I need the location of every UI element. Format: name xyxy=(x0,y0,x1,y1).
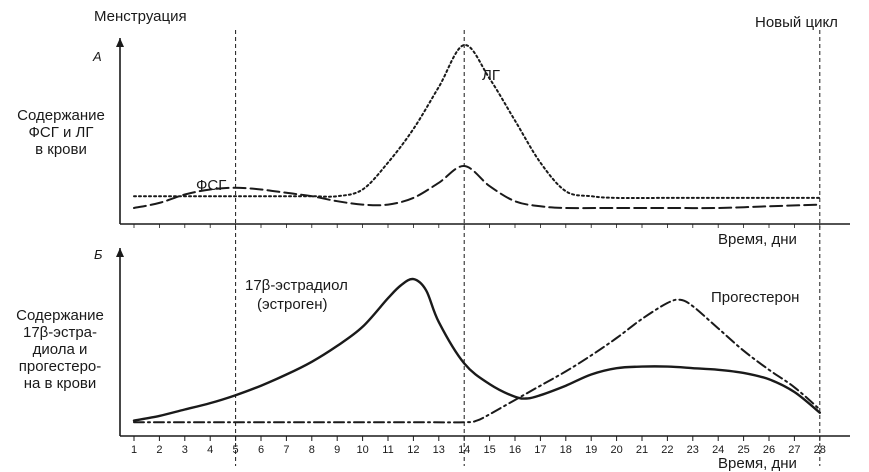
panel-a-series-0-line xyxy=(133,44,821,200)
panel-b-x-tick-label: 10 xyxy=(356,444,368,456)
panel-b-xlabel: Время, дни xyxy=(718,455,797,472)
series-label-fsh: ФСГ xyxy=(196,177,227,194)
panel-b-x-tick-label: 12 xyxy=(407,444,419,456)
panel-b-x-tick-label: 9 xyxy=(334,444,340,456)
panel-b-letter: Б xyxy=(94,247,103,262)
panel-b-x-tick-label: 16 xyxy=(509,444,521,456)
series-label-lh: ЛГ xyxy=(482,67,500,84)
panel-b-ylabel-line-2: 17β-эстра- xyxy=(22,324,97,341)
panel-b-x-tick-label: 23 xyxy=(687,444,699,456)
panel-b-x-tick-label: 7 xyxy=(283,444,289,456)
series-label-estradiol-1: 17β-эстрадиол xyxy=(245,277,348,294)
panel-b-x-tick-label: 2 xyxy=(156,444,162,456)
panel-b-x-tick-label: 24 xyxy=(712,444,724,456)
panel-b-ylabel-line-5: на в крови xyxy=(23,375,97,392)
panel-b-series-0-line xyxy=(132,277,821,422)
panel-a-series-1-line xyxy=(133,165,821,210)
panel-b-series-1-line xyxy=(133,298,821,424)
panel-b-x-tick-label: 8 xyxy=(309,444,315,456)
series-label-progesterone: Прогестерон xyxy=(711,289,800,306)
panel-b-ylabel-line-3: диола и xyxy=(32,341,88,358)
panel-b-x-tick-label: 19 xyxy=(585,444,597,456)
panel-b-y-arrow xyxy=(116,248,124,257)
panel-b-x-tick-label: 1 xyxy=(131,444,137,456)
panel-a-xlabel: Время, дни xyxy=(718,231,797,248)
panel-b-x-tick-label: 27 xyxy=(788,444,800,456)
panel-b-ylabel-line-4: прогестеро- xyxy=(18,358,102,375)
panel-b-x-tick-label: 6 xyxy=(258,444,264,456)
panel-b-x-tick-label: 13 xyxy=(433,444,445,456)
panel-b-x-tick-label: 25 xyxy=(737,444,749,456)
series-label-estradiol-2: (эстроген) xyxy=(257,296,328,313)
panel-b-x-tick-label: 17 xyxy=(534,444,546,456)
panel-a-y-arrow xyxy=(116,38,124,47)
panel-b-x-tick-label: 18 xyxy=(560,444,572,456)
panel-a-ylabel: Содержание ФСГ и ЛГ в крови xyxy=(6,107,116,158)
panel-b-x-tick-label: 21 xyxy=(636,444,648,456)
phase-markers xyxy=(235,30,821,466)
panel-a-ylabel-line-3: в крови xyxy=(35,141,87,158)
panel-b-x-tick-label: 3 xyxy=(182,444,188,456)
panel-a-ylabel-line-2: ФСГ и ЛГ xyxy=(28,124,94,141)
panel-b-x-tick-label: 4 xyxy=(207,444,213,456)
panel-b-ylabel: Содержание 17β-эстра- диола и прогестеро… xyxy=(2,307,118,392)
panel-a-ylabel-line-1: Содержание xyxy=(17,107,105,124)
panel-b-plot: 1234567891011121314151617181920212223242… xyxy=(116,248,850,456)
panel-b-x-tick-label: 15 xyxy=(483,444,495,456)
panel-a-plot xyxy=(116,38,850,228)
panel-b-x-tick-label: 20 xyxy=(610,444,622,456)
panel-a-letter: А xyxy=(93,49,102,64)
panel-b-x-tick-label: 22 xyxy=(661,444,673,456)
panel-b-x-tick-label: 11 xyxy=(382,444,393,456)
menstruation-label: Менструация xyxy=(94,8,187,25)
panel-b-ylabel-line-1: Содержание xyxy=(16,307,104,324)
panel-b-x-tick-label: 26 xyxy=(763,444,775,456)
new-cycle-label: Новый цикл xyxy=(755,14,838,31)
